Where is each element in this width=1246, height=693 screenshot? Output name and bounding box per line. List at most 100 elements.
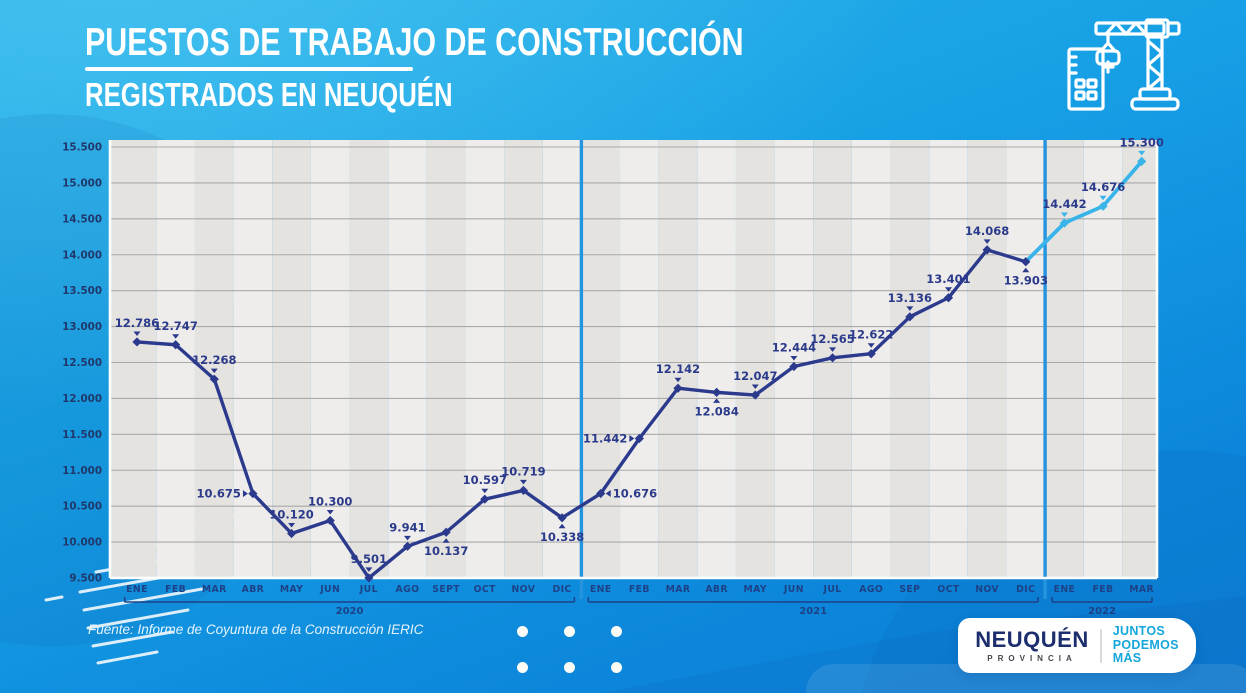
y-tick-label: 11.000 — [62, 465, 102, 477]
data-label: 12.786 — [115, 316, 159, 330]
data-label: 10.675 — [197, 487, 241, 501]
data-point — [827, 353, 838, 363]
month-label: MAR — [202, 584, 227, 595]
slogan-line: MÁS — [1112, 651, 1142, 666]
data-label: 12.084 — [694, 404, 738, 418]
label-pointer — [713, 398, 721, 403]
data-point — [905, 312, 915, 322]
data-point — [596, 488, 606, 499]
page-title: PUESTOS DE TRABAJO DE CONSTRUCCIÓN — [85, 21, 744, 64]
data-point — [480, 494, 490, 504]
dot — [517, 662, 528, 673]
label-pointer — [558, 523, 566, 529]
label-pointer — [944, 287, 952, 292]
month-label: MAR — [666, 584, 691, 595]
title-underline — [85, 67, 413, 72]
data-label: 10.120 — [269, 507, 313, 521]
data-label: 9.941 — [389, 520, 425, 534]
data-label: 14.068 — [965, 224, 1009, 238]
y-tick-label: 14.500 — [62, 213, 102, 225]
y-axis-labels: 9.500 10.000 10.500 11.000 11.500 12.000 12.50… — [62, 142, 102, 585]
label-pointer — [867, 343, 875, 348]
label-pointer — [210, 368, 218, 374]
data-label: 13.136 — [888, 291, 932, 305]
data-label: 12.565 — [810, 332, 854, 346]
month-label: OCT — [937, 584, 960, 595]
data-point — [325, 515, 335, 526]
y-tick-label: 15.000 — [62, 177, 102, 189]
dot — [517, 626, 528, 637]
year-divider-lines — [579, 140, 1047, 599]
data-point — [712, 387, 722, 397]
logo-subname: PROVINCIA — [987, 653, 1077, 663]
data-label: 10.719 — [501, 464, 545, 478]
label-pointer — [629, 434, 635, 442]
y-tick-label: 15.500 — [62, 142, 102, 154]
label-pointer — [133, 331, 141, 336]
data-point — [673, 383, 683, 393]
year-label: 2020 — [336, 606, 364, 617]
label-pointer — [288, 522, 296, 528]
data-label: 14.442 — [1042, 197, 1086, 211]
source-caption: Fuente: Informe de Coyuntura de la Const… — [88, 622, 424, 637]
label-pointer — [242, 490, 248, 498]
year-label: 2022 — [1088, 606, 1116, 617]
data-point — [1098, 201, 1108, 211]
label-pointer — [605, 490, 611, 498]
data-point — [286, 528, 297, 539]
data-point — [557, 513, 567, 523]
data-label: 12.444 — [772, 341, 816, 355]
dot — [611, 626, 622, 637]
slogan-line: JUNTOS — [1112, 624, 1166, 639]
data-point — [982, 245, 992, 255]
data-point — [518, 485, 529, 496]
y-tick-label: 12.000 — [62, 393, 102, 405]
month-label: FEB — [1093, 584, 1114, 595]
month-label: JUL — [359, 584, 378, 595]
month-label: JUN — [319, 584, 340, 595]
data-label: 10.597 — [463, 473, 507, 487]
data-label: 13.401 — [926, 272, 970, 286]
slogan-line: PODEMOS — [1112, 637, 1179, 652]
y-tick-label: 14.000 — [62, 249, 102, 261]
month-label: NOV — [975, 584, 999, 595]
data-point — [132, 337, 142, 347]
data-label: 10.137 — [424, 544, 468, 558]
label-pointer — [983, 239, 991, 244]
data-label: 12.268 — [192, 353, 236, 367]
data-label: 12.142 — [656, 362, 700, 376]
logo-name: NEUQUÉN — [975, 626, 1089, 652]
label-pointer — [906, 306, 914, 311]
data-point — [634, 433, 644, 444]
data-point — [364, 573, 374, 583]
y-tick-label: 13.500 — [62, 285, 102, 297]
logo-slogan: JUNTOS PODEMOS MÁS — [1113, 625, 1179, 666]
month-label: AGO — [396, 584, 420, 595]
month-label: FEB — [165, 584, 186, 595]
series-2022 — [1023, 159, 1144, 264]
data-label: 10.338 — [540, 530, 584, 544]
data-label: 11.442 — [583, 431, 627, 445]
data-point — [789, 361, 799, 372]
data-label: 15.300 — [1120, 135, 1164, 149]
label-pointer — [1099, 195, 1107, 201]
month-label: SEPT — [432, 584, 460, 595]
y-tick-label: 12.500 — [62, 357, 102, 369]
construction-crane-icon — [1067, 18, 1181, 111]
label-pointer — [751, 384, 759, 390]
month-label: MAY — [280, 584, 304, 595]
data-label: 12.047 — [733, 369, 777, 383]
label-pointer — [326, 510, 334, 515]
label-pointer — [481, 488, 489, 494]
month-label: ABR — [705, 584, 728, 595]
data-point — [209, 374, 219, 384]
dot — [611, 662, 622, 673]
y-tick-label: 11.500 — [62, 429, 102, 441]
y-tick-label: 10.000 — [62, 537, 102, 549]
y-tick-label: 13.000 — [62, 321, 102, 333]
data-label: 13.903 — [1004, 274, 1048, 288]
label-pointer — [1022, 267, 1030, 273]
month-label: MAR — [1129, 584, 1154, 595]
label-pointer — [829, 347, 837, 352]
